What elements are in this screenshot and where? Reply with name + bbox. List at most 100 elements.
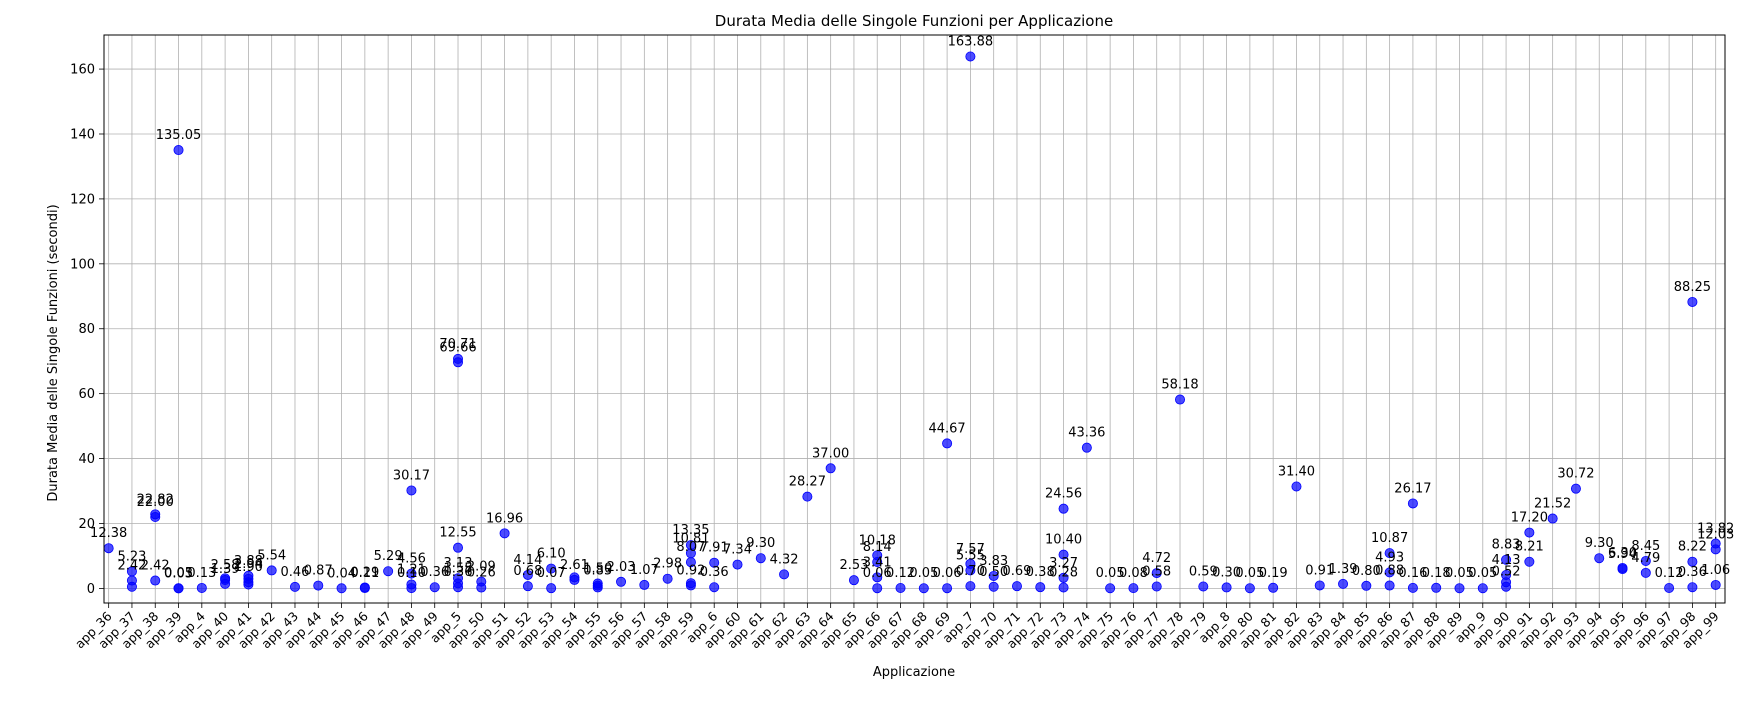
data-label: 0.36 — [700, 565, 729, 580]
data-point — [779, 569, 790, 580]
data-point — [1454, 583, 1465, 594]
data-point — [1384, 567, 1395, 578]
data-label: 2.42 — [117, 559, 146, 574]
data-label: 2.94 — [234, 557, 263, 572]
data-point — [1687, 296, 1698, 307]
data-label: 2.58 — [211, 558, 240, 573]
x-axis-label: Applicazione — [873, 665, 955, 680]
data-label: 0.36 — [1678, 565, 1707, 580]
data-point — [709, 557, 720, 568]
data-label: 3.88 — [234, 554, 263, 569]
plot-frame — [103, 34, 1726, 604]
data-point — [1570, 483, 1581, 494]
data-label: 0.36 — [444, 565, 473, 580]
data-point — [1594, 553, 1605, 564]
data-point — [918, 583, 929, 594]
data-label: 0.92 — [676, 563, 705, 578]
data-point — [1314, 580, 1325, 591]
data-label: 5.29 — [374, 549, 403, 564]
data-label: 0.16 — [1398, 566, 1427, 581]
data-label: 37.00 — [812, 446, 849, 461]
data-point — [1687, 556, 1698, 567]
data-label: 2.61 — [560, 558, 589, 573]
data-label: 44.67 — [928, 421, 965, 436]
data-point — [499, 528, 510, 539]
data-point — [1407, 582, 1418, 593]
data-point — [1384, 548, 1395, 559]
data-label: 5.54 — [257, 548, 286, 563]
data-point — [1105, 583, 1116, 594]
data-label: 1.39 — [211, 562, 240, 577]
data-label: 43.36 — [1068, 426, 1105, 441]
data-label: 12.55 — [439, 526, 476, 541]
data-label: 8.21 — [1515, 540, 1544, 555]
data-label: 0.05 — [1096, 566, 1125, 581]
data-label: 0.12 — [1655, 566, 1684, 581]
data-point — [1640, 555, 1651, 566]
data-label: 10.18 — [859, 533, 896, 548]
data-point — [1524, 556, 1535, 567]
data-label: 0.26 — [467, 566, 496, 581]
data-label: 1.55 — [444, 561, 473, 576]
data-label: 12.38 — [90, 526, 127, 541]
data-point — [685, 557, 696, 568]
data-point — [1431, 582, 1442, 593]
data-point — [965, 565, 976, 576]
data-label: 0.36 — [420, 565, 449, 580]
data-point — [755, 553, 766, 564]
data-point — [848, 575, 859, 586]
data-label: 3.83 — [979, 554, 1008, 569]
data-label: 0.58 — [1142, 565, 1171, 580]
data-point — [895, 583, 906, 594]
data-label: 0.91 — [1305, 563, 1334, 578]
data-point — [1081, 442, 1092, 453]
data-label: 0.05 — [1235, 566, 1264, 581]
y-axis-label: Durata Media delle Singole Funzioni (sec… — [46, 204, 61, 501]
data-label: 6.30 — [1608, 546, 1637, 561]
data-labels-layer: 12.385.232.4222.8222.002.42135.050.050.0… — [90, 34, 1734, 581]
data-label: 0.52 — [1492, 565, 1521, 580]
data-label: 163.88 — [948, 34, 994, 49]
data-point — [639, 579, 650, 590]
data-label: 3.41 — [863, 555, 892, 570]
data-label: 4.72 — [1142, 551, 1171, 566]
data-point — [243, 579, 254, 590]
data-point — [453, 542, 464, 553]
data-label: 0.46 — [281, 565, 310, 580]
data-label: 0.05 — [1468, 566, 1497, 581]
data-point — [1151, 581, 1162, 592]
data-point — [1361, 580, 1372, 591]
data-point — [942, 438, 953, 449]
data-label: 1.06 — [1701, 563, 1730, 578]
data-label: 4.14 — [513, 553, 542, 568]
data-label: 10.40 — [1045, 533, 1082, 548]
data-point — [336, 583, 347, 594]
data-point — [546, 563, 557, 574]
data-label: 0.18 — [1422, 566, 1451, 581]
data-point — [1338, 578, 1349, 589]
data-label: 21.52 — [1534, 497, 1571, 512]
data-label: 8.14 — [863, 540, 892, 555]
data-label: 135.05 — [156, 128, 202, 143]
data-point — [662, 573, 673, 584]
data-label: 2.03 — [607, 560, 636, 575]
data-point — [1501, 554, 1512, 565]
data-point — [1617, 564, 1628, 575]
data-point — [988, 581, 999, 592]
data-label: 0.68 — [513, 564, 542, 579]
data-point — [1710, 579, 1721, 590]
data-label: 0.07 — [537, 566, 566, 581]
data-label: 2.98 — [653, 557, 682, 572]
data-label: 0.87 — [304, 564, 333, 579]
data-label: 1.90 — [234, 560, 263, 575]
data-label: 17.20 — [1511, 511, 1548, 526]
data-point — [592, 582, 603, 593]
data-label: 22.82 — [137, 492, 174, 507]
data-label: 0.85 — [583, 564, 612, 579]
data-point — [802, 491, 813, 502]
data-label: 0.30 — [1212, 565, 1241, 580]
data-label: 3.27 — [1049, 556, 1078, 571]
data-point — [1687, 582, 1698, 593]
data-point — [942, 583, 953, 594]
